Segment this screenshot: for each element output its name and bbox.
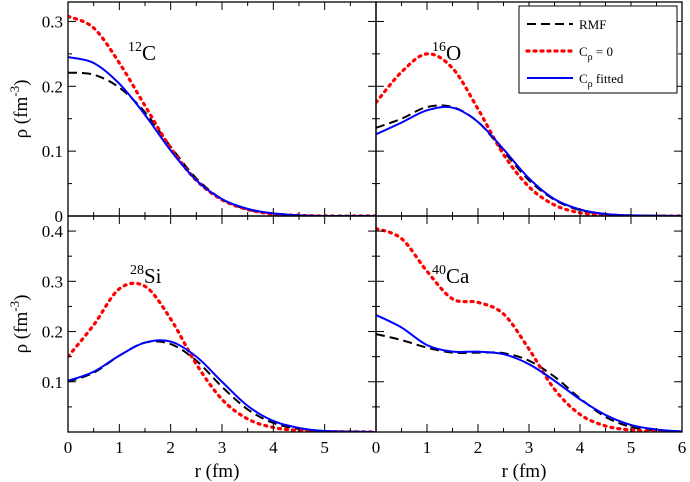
- y-axis-label: ρ (fm-3): [7, 295, 32, 354]
- nucleus-label: 40Ca: [432, 263, 470, 288]
- nucleus-label: 12C: [128, 40, 156, 65]
- series-line-rmf: [376, 104, 682, 216]
- x-tick-label: 2: [474, 438, 483, 457]
- series-line-crho-fitted: [376, 105, 682, 216]
- legend-label-crho-fitted: Cρ fitted: [579, 71, 624, 90]
- x-tick-label: 6: [678, 438, 687, 457]
- series-line-crho-fitted: [68, 339, 376, 432]
- nucleus-label: 28Si: [130, 263, 162, 288]
- panel-ca: 0 1 2 3 4 5 6 r (fm) 40Ca: [372, 215, 687, 482]
- panel-c: 0 0.1 0.2 0.3 ρ (fm-3) 12C: [7, 1, 377, 226]
- x-tick-label: 0: [64, 438, 73, 457]
- panel-frame: [67, 1, 377, 217]
- y-tick-label: 0: [55, 207, 64, 226]
- legend-label-crho-rho-0: Cρ = 0: [579, 44, 613, 63]
- series-line-crho-rho-0: [376, 226, 682, 432]
- x-tick-label: 1: [115, 438, 124, 457]
- x-tick-label: 5: [627, 438, 636, 457]
- x-axis-label: r (fm): [502, 461, 547, 482]
- series-line-rmf: [68, 71, 376, 216]
- legend-label-rmf: RMF: [579, 17, 606, 32]
- series-line-crho-fitted: [376, 314, 682, 432]
- series-line-rmf: [68, 340, 376, 432]
- panel-frame: [67, 215, 377, 433]
- x-tick-label: 1: [423, 438, 432, 457]
- y-tick-label: 0.3: [42, 272, 63, 291]
- y-tick-label: 0.1: [42, 142, 63, 161]
- y-tick-label: 0.3: [42, 12, 63, 31]
- y-tick-label: 0.1: [42, 373, 63, 392]
- x-axis-label: r (fm): [195, 461, 240, 482]
- legend: RMF Cρ = 0 Cρ fitted: [518, 5, 678, 94]
- y-tick-label: 0.2: [42, 323, 63, 342]
- y-tick-label: 0.2: [42, 77, 63, 96]
- x-tick-label: 4: [269, 438, 278, 457]
- series-line-rmf: [376, 333, 682, 432]
- x-tick-label: 4: [576, 438, 585, 457]
- x-tick-label: 5: [320, 438, 329, 457]
- panel-frame: [375, 215, 683, 433]
- x-tick-label: 0: [372, 438, 381, 457]
- y-tick-label: 0.4: [42, 222, 64, 241]
- panel-si: 0 1 2 3 4 5 r (fm) 0.1 0.2 0.3 0.4 ρ (fm-3) 28Si: [7, 215, 377, 482]
- x-tick-label: 3: [525, 438, 534, 457]
- x-tick-label: 3: [218, 438, 227, 457]
- panel-o: 16O RMF Cρ = 0 Cρ fitted: [375, 1, 683, 217]
- series-line-crho-rho-0: [68, 14, 376, 216]
- y-axis-label: ρ (fm-3): [7, 80, 32, 139]
- series-line-crho-rho-0: [68, 281, 376, 432]
- series-line-crho-fitted: [68, 56, 376, 216]
- x-tick-label: 2: [166, 438, 175, 457]
- nucleus-label: 16O: [432, 40, 461, 65]
